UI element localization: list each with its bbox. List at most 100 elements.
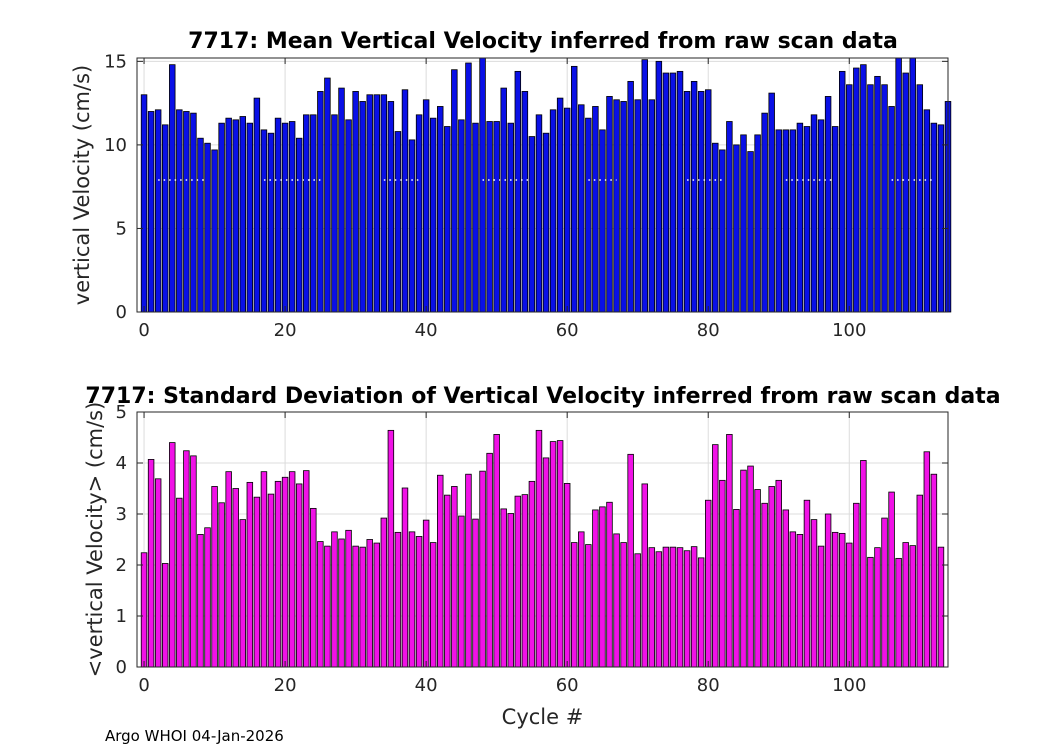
bar (563, 482, 571, 668)
bar (592, 106, 599, 313)
bar (571, 542, 578, 668)
bar (429, 117, 437, 313)
bar (239, 116, 247, 313)
bar (669, 546, 677, 668)
bar (754, 134, 761, 313)
bar (655, 551, 663, 668)
bar (853, 67, 860, 313)
y-tick-label: 0 (116, 657, 127, 678)
bar (345, 529, 352, 668)
bar (775, 129, 782, 313)
bar (401, 89, 409, 313)
bar (683, 91, 691, 313)
bar (627, 453, 634, 668)
bar (641, 483, 648, 668)
bar (317, 91, 324, 313)
bar (839, 532, 846, 668)
bar (662, 546, 670, 668)
x-tick-label: 100 (832, 675, 866, 696)
x-tick-label: 60 (556, 675, 579, 696)
y-tick-label: 4 (116, 453, 127, 474)
bar (176, 109, 183, 313)
bar (507, 122, 514, 313)
bar (352, 91, 359, 313)
bar (655, 60, 663, 313)
bar (831, 126, 839, 313)
bar (535, 114, 543, 313)
x-tick-label: 0 (138, 675, 149, 696)
bar (803, 126, 811, 313)
bar (401, 487, 409, 668)
bar (260, 471, 268, 668)
bar (690, 80, 698, 313)
y-tick-label: 15 (104, 51, 127, 72)
bar (486, 121, 493, 313)
bar (394, 131, 402, 313)
bar (747, 465, 754, 668)
bar (140, 552, 148, 668)
bar (542, 132, 550, 313)
bar (422, 519, 430, 668)
bar (422, 99, 430, 313)
bar (232, 119, 239, 313)
bar (754, 489, 761, 668)
ticks: 0 20 40 60 80 100 0 1 2 3 4 5 (116, 402, 948, 696)
y-tick-label: 10 (104, 135, 127, 156)
bar (719, 149, 726, 313)
bar (359, 101, 366, 313)
bar (147, 111, 155, 313)
bar (535, 429, 543, 668)
bar (634, 553, 641, 668)
bar (331, 114, 338, 313)
bar (839, 70, 846, 313)
bar (930, 122, 938, 313)
bar (415, 536, 423, 668)
bar (288, 471, 296, 668)
bar (697, 557, 705, 668)
bar (444, 126, 451, 313)
bar (204, 142, 211, 313)
bar (147, 459, 155, 668)
y-tick-label: 0 (116, 302, 127, 323)
axes-box (136, 411, 949, 668)
bar (366, 94, 373, 313)
bar (867, 84, 874, 313)
bar (676, 70, 684, 313)
bar (528, 480, 536, 668)
bar (465, 62, 472, 313)
bar (444, 494, 451, 668)
bar (916, 494, 924, 668)
bar (394, 531, 402, 668)
bar (458, 119, 465, 313)
bar (197, 534, 204, 668)
bar (860, 64, 867, 313)
bar (923, 451, 931, 668)
y-tick-label: 5 (116, 402, 127, 423)
bar (161, 563, 169, 668)
bar (690, 546, 698, 668)
bar (888, 106, 895, 313)
bar (486, 452, 493, 668)
bar (225, 117, 232, 313)
bar (810, 519, 818, 668)
bar (274, 480, 282, 668)
bar (796, 122, 804, 313)
bar (232, 488, 239, 668)
bar (578, 104, 585, 313)
bar (726, 434, 733, 668)
chart-title: 7717: Mean Vertical Velocity inferred fr… (188, 29, 898, 54)
bar (415, 114, 423, 313)
bar (881, 84, 888, 313)
x-tick-label: 60 (556, 320, 579, 341)
bar (860, 460, 867, 668)
bar (366, 539, 373, 668)
bar (585, 544, 592, 668)
x-tick-label: 80 (697, 675, 720, 696)
bar (761, 112, 768, 313)
bar-series (140, 429, 945, 668)
bar (888, 491, 895, 668)
bar (697, 91, 705, 313)
bar (853, 502, 860, 668)
bar (493, 121, 500, 313)
